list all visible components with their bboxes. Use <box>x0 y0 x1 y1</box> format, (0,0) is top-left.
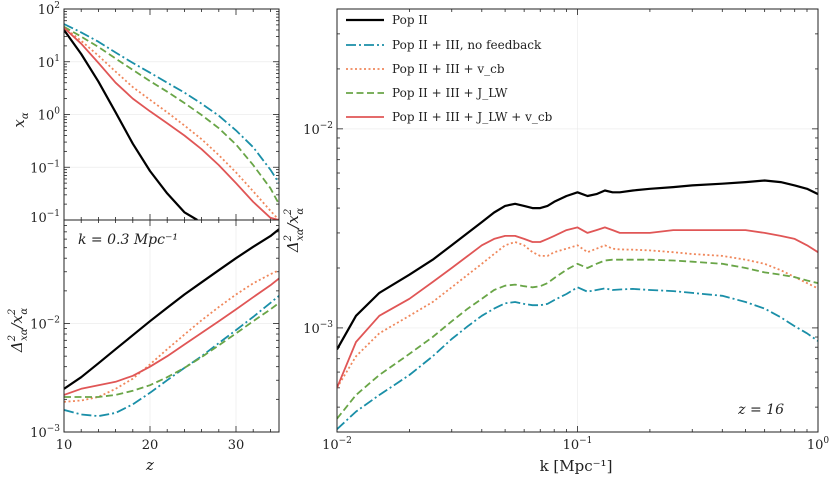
y-tick-label: 101 <box>38 54 60 71</box>
y-tick-label: 10−2 <box>303 121 333 138</box>
x-tick-label: 20 <box>142 438 159 453</box>
annotation-z: z = 16 <box>737 402 784 418</box>
series-line <box>64 277 279 396</box>
series-group <box>64 23 279 220</box>
series-line <box>64 269 279 403</box>
series-line <box>337 286 818 430</box>
panel-right: 10−2 10−3 10−2 10−1 100 <box>303 8 830 453</box>
series-group <box>337 179 818 430</box>
x-tick-label: 100 <box>807 436 830 453</box>
x-tick-label: 10−2 <box>322 436 352 453</box>
y-tick-label: 102 <box>38 1 60 18</box>
bottom-left-xlabel: z <box>145 456 154 474</box>
x-tick-label: 10−1 <box>563 436 593 453</box>
legend-label: Pop II + III + J_LW <box>392 86 508 100</box>
right-xlabel: k [Mpc⁻¹] <box>540 457 613 475</box>
y-tick-label: 10−2 <box>30 316 60 333</box>
y-tick-label: 10−3 <box>30 424 60 441</box>
series-line <box>64 295 279 418</box>
annotation-k: k = 0.3 Mpc⁻¹ <box>78 232 178 248</box>
x-tick-label: 30 <box>228 438 245 453</box>
legend-label: Pop II <box>392 13 428 27</box>
legend: Pop II Pop II + III, no feedback Pop II … <box>346 13 553 124</box>
axes-frame <box>63 219 280 433</box>
series-line <box>64 302 279 398</box>
series-group <box>64 228 279 418</box>
top-left-ylabel: xα <box>10 112 31 127</box>
series-line <box>64 26 279 205</box>
series-line <box>337 226 818 389</box>
series-line <box>64 228 279 390</box>
series-line <box>337 258 818 420</box>
y-tick-label: 10−3 <box>303 320 333 337</box>
y-tick-label: 10−1 <box>30 159 60 176</box>
legend-label: Pop II + III + v_cb <box>392 62 505 76</box>
panel-top-left: 102 101 100 10−1 10−1 <box>30 1 280 226</box>
series-line <box>64 29 198 220</box>
legend-label: Pop II + III + J_LW + v_cb <box>392 110 553 124</box>
series-line <box>64 23 279 184</box>
right-ylabel: Δ2xα/x2α <box>283 208 306 254</box>
axes-frame <box>336 8 819 433</box>
bottom-left-ylabel: Δ2xα/x2α <box>7 308 30 354</box>
series-line <box>64 27 279 220</box>
series-line <box>64 26 279 220</box>
legend-label: Pop II + III, no feedback <box>392 38 542 52</box>
y-tick-label: 10−1 <box>30 209 60 226</box>
series-line <box>337 179 818 350</box>
panel-bottom-left: 10−2 10−310 20 30 <box>30 219 280 453</box>
y-tick-label: 100 <box>38 107 61 124</box>
x-tick-label: 10 <box>56 438 73 453</box>
